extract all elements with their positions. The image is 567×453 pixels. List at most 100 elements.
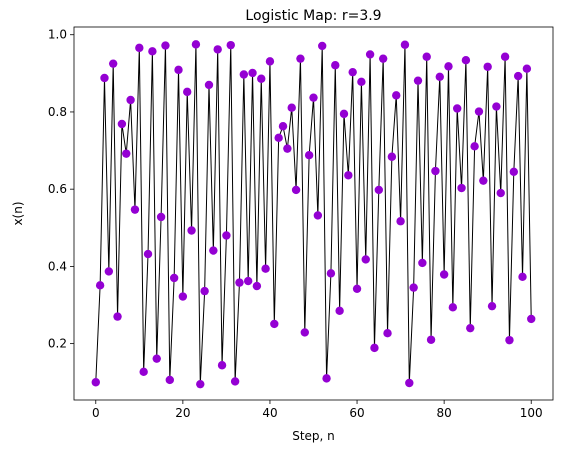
data-point (326, 269, 336, 278)
data-point (95, 281, 105, 290)
data-point (431, 166, 440, 176)
data-point (169, 273, 179, 283)
data-point (183, 87, 192, 97)
data-point (135, 43, 144, 53)
data-point (108, 59, 118, 68)
data-point (248, 68, 257, 78)
y-axis-label: x(n) (11, 201, 25, 225)
data-point (500, 52, 510, 61)
data-point (300, 328, 309, 337)
x-tick-label: 40 (262, 406, 277, 420)
data-point (413, 76, 423, 85)
data-point (387, 152, 397, 161)
chart-title: Logistic Map: r=3.9 (245, 8, 381, 24)
data-point (200, 286, 209, 296)
data-point (213, 45, 222, 54)
data-point (348, 67, 357, 77)
data-point (222, 231, 231, 240)
data-point (165, 375, 174, 385)
plot-area: 0 20 40 60 80 100 0.2 0.4 0.6 0.8 1.0 (48, 26, 554, 420)
data-point (104, 267, 114, 276)
data-point (318, 41, 327, 51)
data-point (187, 226, 196, 235)
data-point (278, 122, 288, 131)
data-point (405, 378, 414, 388)
data-point (479, 176, 488, 185)
data-point (243, 276, 253, 286)
data-point (365, 50, 375, 59)
x-tick-label: 80 (436, 406, 451, 420)
x-axis-label: Step, n (292, 429, 335, 443)
data-point (174, 65, 183, 75)
data-point (335, 306, 344, 316)
data-point (148, 47, 157, 56)
data-point (513, 71, 523, 81)
data-point (331, 61, 340, 70)
data-point (226, 40, 235, 50)
data-point (117, 119, 127, 129)
data-point (435, 72, 444, 82)
data-point (156, 212, 166, 222)
data-point (352, 284, 362, 293)
data-point (100, 73, 109, 83)
data-point (113, 312, 122, 321)
data-point (522, 64, 532, 73)
data-point (470, 142, 479, 151)
data-point (396, 217, 405, 226)
data-point (291, 185, 301, 195)
data-point (361, 255, 370, 264)
data-point (505, 335, 514, 345)
data-point (453, 104, 462, 113)
data-point (383, 328, 392, 338)
y-tick-label: 0.8 (48, 105, 67, 119)
data-point (344, 171, 353, 180)
data-point (296, 54, 305, 63)
data-point (496, 188, 505, 198)
y-tick-label: 0.4 (48, 259, 67, 273)
data-point (313, 211, 323, 220)
data-point (261, 264, 270, 273)
data-point (492, 102, 501, 111)
data-point (257, 74, 266, 83)
data-point (370, 343, 379, 353)
data-point (265, 57, 275, 66)
data-point (474, 107, 484, 116)
data-point (448, 303, 458, 312)
data-point (422, 52, 431, 61)
x-tick-label: 60 (349, 406, 364, 420)
data-point (378, 54, 388, 63)
data-point (130, 205, 140, 214)
data-point (178, 292, 188, 301)
data-point (518, 272, 527, 282)
data-point (252, 281, 262, 291)
data-point (287, 103, 296, 112)
data-point (283, 144, 292, 153)
data-point (426, 335, 436, 344)
y-tick-label: 0.6 (48, 182, 67, 196)
data-point (217, 361, 227, 370)
y-tick-label: 0.2 (48, 337, 67, 351)
data-point (304, 150, 314, 160)
data-point (483, 62, 492, 71)
data-point (309, 93, 318, 102)
data-point (444, 62, 453, 71)
data-point (204, 80, 214, 90)
data-point (91, 378, 100, 387)
x-tick-label: 0 (92, 406, 100, 420)
data-point (461, 56, 471, 65)
data-point (239, 70, 249, 79)
data-point (143, 249, 153, 259)
plot-frame (73, 26, 554, 401)
data-point (400, 40, 410, 49)
y-tick-label: 1.0 (48, 28, 67, 42)
data-point (122, 149, 131, 158)
data-point (209, 246, 218, 255)
data-point (230, 377, 240, 386)
data-point (191, 40, 201, 49)
x-tick-label: 100 (520, 406, 543, 420)
data-point (439, 270, 449, 279)
data-point (274, 133, 283, 143)
data-point (418, 258, 427, 268)
data-point (392, 91, 401, 100)
